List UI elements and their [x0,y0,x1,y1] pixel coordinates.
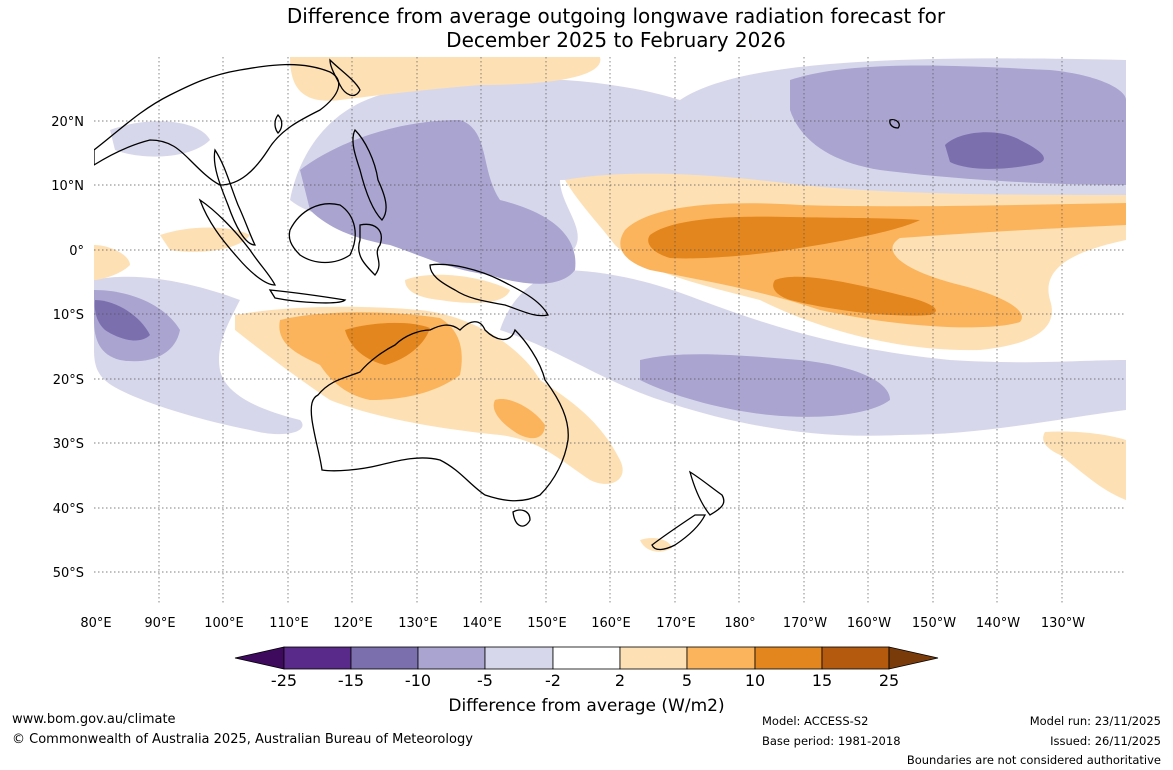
colorbar-title: Difference from average (W/m2) [448,696,725,716]
colorbar-swatch [484,646,554,670]
olr-anomaly-dark-orange-pacific-1 [648,216,920,259]
colorbar-swatch-low-extend [234,646,285,670]
olr-anomaly-dark-purple-indian [94,300,150,341]
coastline-new-zealand-north [688,470,725,516]
coastline-malay-peninsula [213,148,257,246]
olr-anomaly-light-orange-new-guinea [405,274,510,303]
colorbar-swatch [754,646,823,670]
coastline-new-zealand-south [651,514,707,551]
colorbar-swatch [686,646,756,670]
colorbar-label: -5 [477,671,493,690]
lon-label: 150°E [527,616,567,631]
lat-label: 50°S [53,566,84,581]
lon-label: 130°E [398,616,438,631]
colorbar-swatch [619,646,688,670]
lon-label: 80°E [80,616,111,631]
lon-label: 170°E [656,616,696,631]
olr-anomaly-light-purple-south-pacific [500,270,1126,436]
lat-label: 20°N [51,115,84,130]
colorbar-label: -15 [337,671,365,690]
lat-label: 10°N [51,179,84,194]
colorbar-label: 10 [744,671,766,690]
olr-anomaly-dark-orange-pacific-2 [773,276,936,316]
colorbar-swatch-high-extend [888,646,939,670]
colorbar-swatch [417,646,486,670]
colorbar-swatch [350,646,419,670]
coastline-java [268,289,347,304]
lon-label: 150°W [912,616,956,631]
lat-label: 20°S [53,373,84,388]
footer-url[interactable]: www.bom.gov.au/climate [12,712,176,727]
footer-base-period: Base period: 1981-2018 [762,734,901,748]
coastline-hawaii [889,118,900,129]
colorbar-swatch [552,646,621,670]
lat-label: 0° [69,244,84,259]
lon-label: 180° [724,616,755,631]
coastline-philippines [352,128,387,221]
colorbar-label: -25 [270,671,298,690]
colorbar-label: 5 [681,671,693,690]
colorbar-swatch [821,646,890,670]
footer-model-run: Model run: 23/11/2025 [1029,714,1161,728]
coastline-japan [329,58,361,97]
lon-label: 170°W [783,616,827,631]
coastlines [94,58,900,551]
coastline-asia [94,63,340,186]
footer-disclaimer: Boundaries are not considered authoritat… [906,753,1161,767]
lon-label: 100°E [204,616,244,631]
lon-label: 140°W [976,616,1020,631]
olr-anomaly-mid-orange-qld [493,399,545,439]
lat-label: 40°S [53,502,84,517]
coastline-sumatra [198,198,277,286]
colorbar-label: -10 [404,671,432,690]
olr-anomaly-mid-purple-maritime [300,120,576,284]
chart-title: Difference from average outgoing longwav… [0,4,1173,52]
olr-anomaly-light-orange-west [94,245,130,280]
footer-model: Model: ACCESS-S2 [762,714,869,728]
gridlines [94,57,1126,605]
lon-label: 120°E [333,616,373,631]
title-line-2: December 2025 to February 2026 [446,28,786,52]
lon-label: 110°E [269,616,309,631]
coastline-new-guinea [429,263,549,317]
lon-label: 140°E [462,616,502,631]
colorbar-label: 25 [878,671,900,690]
anomaly-fields [94,57,1126,552]
colorbar-label: 2 [614,671,626,690]
olr-anomaly-dark-purple-hawaii [945,132,1044,169]
colorbar [234,646,939,670]
lat-label: 30°S [53,437,84,452]
footer-copyright: © Commonwealth of Australia 2025, Austra… [12,732,473,747]
coastline-borneo [288,203,356,264]
coastline-tasmania [512,509,531,527]
olr-anomaly-light-purple-west-patch [110,121,210,157]
coastline-australia [310,321,569,502]
olr-anomaly-light-orange-sumatra [160,227,250,252]
colorbar-label: -2 [545,671,561,690]
coastline-sulawesi [358,223,382,276]
lon-label: 160°W [847,616,891,631]
lat-label: 10°S [53,308,84,323]
longitude-labels: 80°E 90°E 100°E 110°E 120°E 130°E 140°E … [80,616,1085,631]
footer-issued: Issued: 26/11/2025 [1050,734,1161,748]
colorbar-label: 15 [811,671,833,690]
olr-anomaly-light-orange-north [290,57,601,101]
olr-anomaly-dark-orange-australia [345,322,430,365]
lon-label: 160°E [591,616,631,631]
title-line-1: Difference from average outgoing longwav… [286,4,946,28]
olr-anomaly-light-orange-nz [640,537,672,552]
lon-label: 130°W [1041,616,1085,631]
coastline-taiwan [274,114,283,134]
lon-label: 90°E [144,616,175,631]
latitude-labels: 20°N 10°N 0° 10°S 20°S 30°S 40°S 50°S [51,115,84,581]
olr-anomaly-mid-purple-south-pacific [640,354,890,417]
colorbar-swatch [283,646,352,670]
olr-anomaly-light-orange-east-south [1043,431,1126,500]
